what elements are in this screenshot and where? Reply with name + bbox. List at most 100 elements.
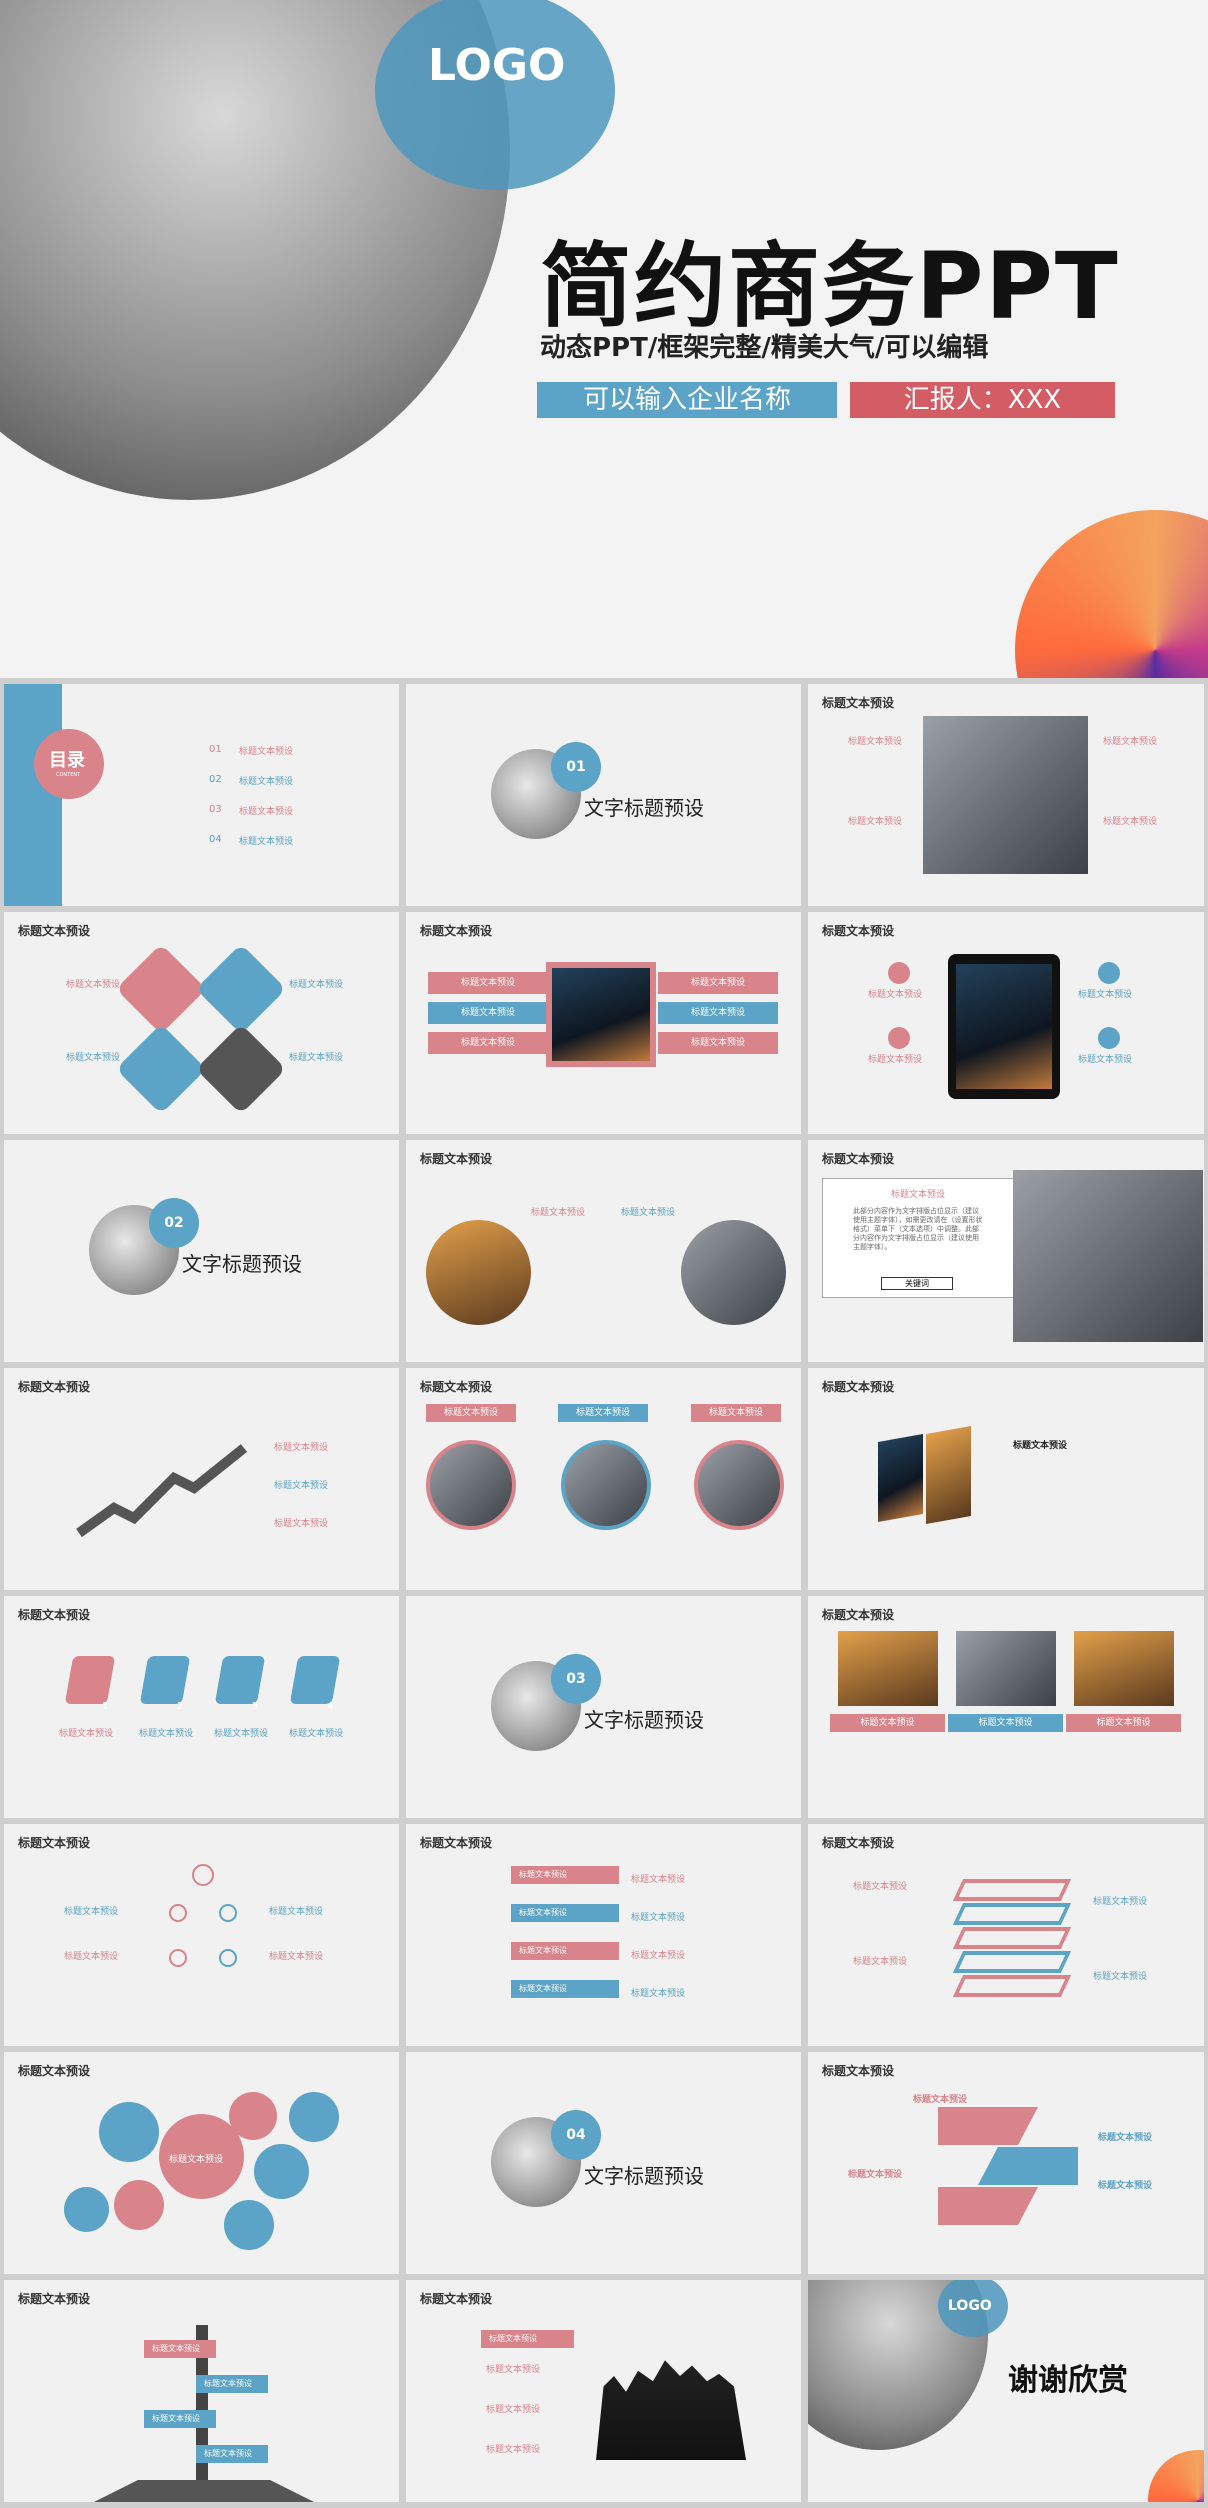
cover-title: 简约商务PPT [540,233,1120,340]
mail-icon [888,962,910,984]
user-icon [214,1656,266,1704]
section-number: 01 [551,742,601,792]
step-number: 1 [102,1701,109,1712]
slide-header: 标题文本预设 [420,2292,493,2306]
silhouette-slide[interactable]: 标题文本预设 标题文本预设 标题文本预设 标题文本预设 标题文本预设 [406,2280,801,2502]
three-photo-banner-slide[interactable]: 标题文本预设 标题文本预设 标题文本预设 标题文本预设 [808,1596,1204,1818]
item-bar: 标题文本预设 [428,972,548,994]
textbox-photo-slide[interactable]: 标题文本预设 标题文本预设 此部分内容作为文字排版占位显示（建议使用主题字体），… [808,1140,1204,1362]
item-label: 标题文本预设 [1093,1897,1148,1907]
item-bar: 标题文本预设 [658,1032,778,1054]
item-chevron: 标题文本预设 [511,1980,619,1998]
toc-item-label: 标题文本预设 [239,747,294,757]
ending-slide[interactable]: LOGO 谢谢欣赏 [808,2280,1204,2502]
item-chevron: 标题文本预设 [481,2330,574,2348]
chat-icon [115,1023,207,1115]
toc-item-number: 03 [209,804,222,815]
statue-photo [956,1631,1056,1706]
toc-list: 01 标题文本预设 02 标题文本预设 03 标题文本预设 04 标题文本预设 [209,744,379,864]
stacked-layers-slide[interactable]: 标题文本预设 标题文本预设 标题文本预设 标题文本预设 标题文本预设 [808,1824,1204,2046]
hexagon-slide[interactable]: 标题文本预设 标题文本预设 标题文本预设 标题文本预设 标题文本预设 [4,912,399,1134]
section-slide-03[interactable]: 03 文字标题预设 [406,1596,801,1818]
growth-arrow-slide[interactable]: 标题文本预设 标题文本预设 标题文本预设 标题文本预设 [4,1368,399,1590]
section-title: 文字标题预设 [584,796,704,820]
reporter-box: 汇报人：XXX [850,382,1115,418]
tree-diagram-slide[interactable]: 标题文本预设 标题文本预设 标题文本预设 标题文本预设 标题文本预设 [4,1824,399,2046]
slide-header: 标题文本预设 [18,924,91,938]
item-label: 标题文本预设 [289,980,344,990]
bubble [229,2092,277,2140]
item-bar: 标题文本预设 [1066,1714,1181,1732]
cover-slide[interactable]: LOGO 简约商务PPT 动态PPT/框架完整/精美大气/可以编辑 可以输入企业… [0,0,1208,678]
cover-corner-decoration [1015,510,1208,678]
slide-header: 标题文本预设 [822,1380,895,1394]
item-bar: 标题文本预设 [830,1714,945,1732]
camera-lens-photo [681,1220,786,1325]
item-label: 标题文本预设 [913,2095,968,2105]
tilted-photos-slide[interactable]: 标题文本预设 标题文本预设 [808,1368,1204,1590]
slide-header: 标题文本预设 [822,2064,895,2078]
pennant-slide[interactable]: 标题文本预设 标题文本预设 标题文本预设 标题文本预设 标题文本预设 [808,2052,1204,2274]
section-number: 03 [551,1654,601,1704]
camera-photo [923,716,1088,874]
bubble [64,2187,109,2232]
item-label: 标题文本预设 [1078,1055,1133,1065]
toc-slide[interactable]: 目录 CONTENT 01 标题文本预设 02 标题文本预设 03 标题文本预设… [4,684,399,906]
tablet-slide[interactable]: 标题文本预设 标题文本预设 标题文本预设 标题文本预设 标题文本预设 [808,912,1204,1134]
bars-photo-slide[interactable]: 标题文本预设 标题文本预设 标题文本预设 标题文本预设 标题文本预设 标题文本预… [406,912,801,1134]
node [219,1949,237,1967]
toc-item-label: 标题文本预设 [239,807,294,817]
text-box: 标题文本预设 此部分内容作为文字排版占位显示（建议使用主题字体），如需更改请在（… [822,1178,1014,1298]
toc-item-label: 标题文本预设 [239,837,294,847]
support-icon [289,1656,341,1704]
item-label: 标题文本预设 [1103,817,1158,827]
ending-corner-decoration [1148,2450,1204,2502]
team-icon [195,943,287,1035]
item-label: 标题文本预设 [631,1875,686,1885]
step-number: 3 [252,1701,259,1712]
slide-header: 标题文本预设 [822,1152,895,1166]
item-bar: 标题文本预设 [428,1032,548,1054]
logo-circle [375,0,615,190]
item-chevron: 标题文本预设 [511,1866,619,1884]
section-slide-02[interactable]: 02 文字标题预设 [4,1140,399,1362]
tilted-photo [878,1434,923,1522]
item-label: 标题文本预设 [66,980,121,990]
toc-item[interactable]: 02 标题文本预设 [209,774,379,804]
item-label: 标题文本预设 [64,1907,119,1917]
toc-item-number: 04 [209,834,222,845]
item-label: 标题文本预设 [621,1208,676,1218]
bubble [254,2144,309,2199]
yen-icon [64,1656,116,1704]
toc-item[interactable]: 01 标题文本预设 [209,744,379,774]
item-label: 标题文本预设 [1013,1441,1068,1451]
icon-steps-slide[interactable]: 标题文本预设 1 2 3 4 标题文本预设 标题文本预设 标题文本预设 标题文本… [4,1596,399,1818]
growth-arrow [76,1444,248,1538]
cart-icon [195,1023,287,1115]
three-circle-slide[interactable]: 标题文本预设 标题文本预设 标题文本预设 标题文本预设 [406,1368,801,1590]
bubble-slide[interactable]: 标题文本预设 标题文本预设 [4,2052,399,2274]
node [219,1904,237,1922]
item-label: 标题文本预设 [289,1053,344,1063]
logo-text: LOGO [428,40,566,91]
two-photo-slide[interactable]: 标题文本预设 标题文本预设 标题文本预设 [406,1140,801,1362]
item-label: 标题文本预设 [853,1882,908,1892]
item-label: 标题文本预设 [486,2405,541,2415]
arrow-list-slide[interactable]: 标题文本预设 标题文本预设 标题文本预设 标题文本预设 标题文本预设 标题文本预… [406,1824,801,2046]
ending-title: 谢谢欣赏 [1008,2363,1128,2398]
business-people-silhouette [596,2360,746,2460]
landscape-photo [546,962,656,1067]
box-body: 此部分内容作为文字排版占位显示（建议使用主题字体），如需更改请在（设置形状格式）… [853,1207,983,1251]
toc-item[interactable]: 04 标题文本预设 [209,834,379,864]
section-slide-04[interactable]: 04 文字标题预设 [406,2052,801,2274]
section-title: 文字标题预设 [584,1708,704,1732]
toc-item[interactable]: 03 标题文本预设 [209,804,379,834]
item-label: 标题文本预设 [848,2170,903,2180]
section-slide-01[interactable]: 01 文字标题预设 [406,684,801,906]
rocket-icon [115,943,207,1035]
photo-grid-slide[interactable]: 标题文本预设 标题文本预设 标题文本预设 标题文本预设 标题文本预设 [808,684,1204,906]
signpost-slide[interactable]: 标题文本预设 标题文本预设 标题文本预设 标题文本预设 标题文本预设 [4,2280,399,2502]
slide-header: 标题文本预设 [822,696,895,710]
cover-subtitle: 动态PPT/框架完整/精美大气/可以编辑 [540,333,989,363]
phone-icon [1098,1027,1120,1049]
